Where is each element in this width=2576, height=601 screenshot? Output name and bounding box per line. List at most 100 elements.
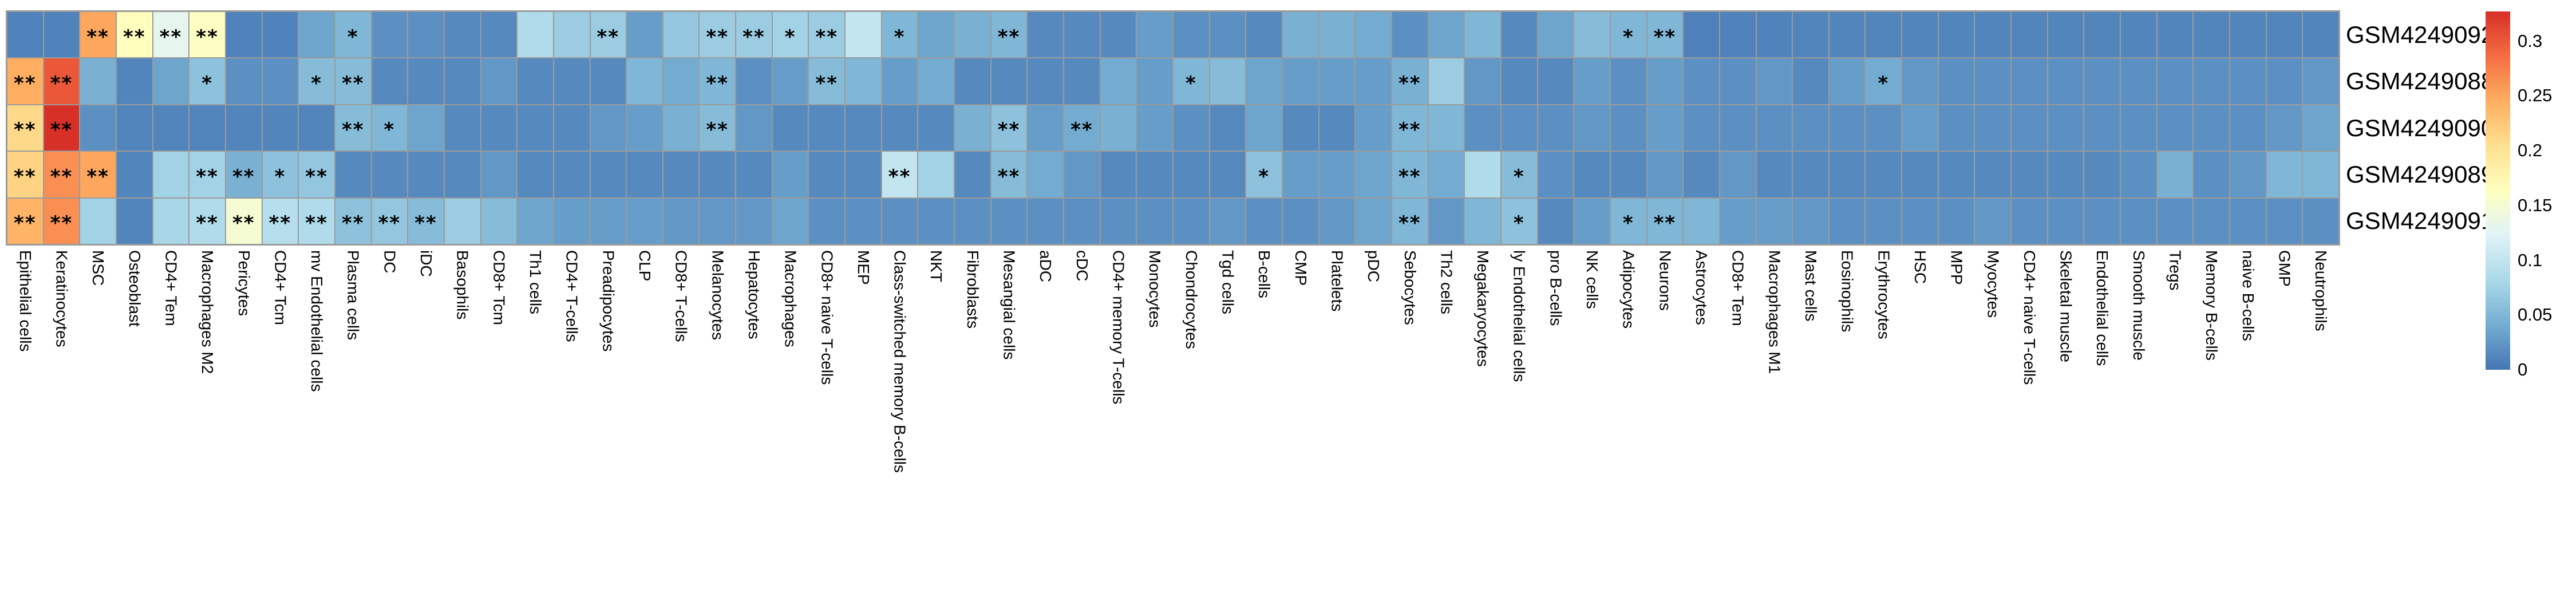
heatmap-cell xyxy=(517,198,553,244)
heatmap-cell xyxy=(1829,12,1865,58)
colorbar-tick-label: 0 xyxy=(2518,359,2528,379)
heatmap-cell xyxy=(1465,198,1500,244)
heatmap-cell xyxy=(1975,152,2011,197)
heatmap-cell xyxy=(700,152,736,197)
significance-marker: ** xyxy=(742,25,765,49)
significance-marker: ** xyxy=(378,212,401,235)
column-label: Memory B-cells xyxy=(2203,250,2221,361)
heatmap-cell xyxy=(1210,58,1246,104)
heatmap-cell xyxy=(80,58,116,104)
significance-marker: ** xyxy=(815,25,839,49)
heatmap-cell: ** xyxy=(7,198,43,244)
colorbar-tick-label: 0.2 xyxy=(2518,140,2543,161)
column-label: iDC xyxy=(417,250,436,277)
heatmap-cell xyxy=(846,105,881,151)
significance-marker: ** xyxy=(341,118,365,142)
heatmap-cell xyxy=(1246,58,1282,104)
column-label: Preadipocytes xyxy=(599,250,618,352)
heatmap-cell xyxy=(700,198,736,244)
significance-marker: ** xyxy=(159,25,183,49)
heatmap-cell xyxy=(590,198,626,244)
row-labels: GSM4249092 GSM4249088 GSM4249090 GSM4249089… xyxy=(2346,0,2529,258)
column-label: Pericytes xyxy=(235,250,253,317)
heatmap-cell xyxy=(1756,105,1792,151)
heatmap-cell xyxy=(116,58,152,104)
heatmap-cell xyxy=(1100,58,1136,104)
heatmap-cell xyxy=(2157,58,2193,104)
heatmap-cell xyxy=(372,152,408,197)
significance-marker: ** xyxy=(14,118,37,142)
heatmap-cell xyxy=(1356,12,1391,58)
heatmap-cell: ** xyxy=(153,12,189,58)
heatmap-cell: * xyxy=(372,105,408,151)
heatmap-cell xyxy=(262,58,298,104)
heatmap-cell xyxy=(1756,152,1792,197)
column-label: CD8+ Tem xyxy=(1729,250,1747,326)
heatmap-cell xyxy=(2012,198,2047,244)
column-label: CD8+ naive T-cells xyxy=(818,250,836,385)
heatmap-cell: ** xyxy=(80,12,116,58)
heatmap-cell xyxy=(1210,152,1246,197)
significance-marker: ** xyxy=(997,165,1021,188)
column-label: CMP xyxy=(1291,250,1310,286)
column-label: MPP xyxy=(1947,250,1966,285)
heatmap-cell xyxy=(1064,12,1100,58)
heatmap-cell xyxy=(1319,58,1355,104)
heatmap-cell xyxy=(116,152,152,197)
heatmap-cell: ** xyxy=(700,12,736,58)
colorbar-tick-label: 0.15 xyxy=(2518,195,2553,215)
heatmap-cell xyxy=(226,105,262,151)
heatmap-cell xyxy=(2194,12,2230,58)
heatmap-cell xyxy=(517,152,553,197)
heatmap-cell xyxy=(955,12,990,58)
column-label: GMP xyxy=(2275,250,2294,287)
column-label: MSC xyxy=(89,250,108,286)
heatmap-cell xyxy=(1574,12,1610,58)
heatmap-cell xyxy=(2303,58,2338,104)
column-label: MEP xyxy=(854,250,872,285)
heatmap-cell xyxy=(335,152,371,197)
heatmap-cell: ** xyxy=(991,105,1027,151)
heatmap-cell xyxy=(2121,198,2156,244)
column-label: Chondrocytes xyxy=(1182,250,1200,349)
column-label: Sebocytes xyxy=(1401,250,1419,325)
heatmap-cell xyxy=(1501,105,1537,151)
heatmap-cell: ** xyxy=(700,105,736,151)
significance-marker: ** xyxy=(596,25,620,49)
heatmap-cell xyxy=(1137,152,1172,197)
heatmap-cell xyxy=(736,198,772,244)
heatmap-cell xyxy=(1829,152,1865,197)
heatmap-cell: ** xyxy=(335,105,371,151)
significance-marker: ** xyxy=(232,212,255,235)
heatmap-cell: ** xyxy=(44,105,80,151)
heatmap-cell xyxy=(2157,105,2193,151)
heatmap-cell: ** xyxy=(262,198,298,244)
heatmap-cell: * xyxy=(262,152,298,197)
heatmap-cell: * xyxy=(1610,12,1646,58)
heatmap-cell xyxy=(1902,12,1938,58)
column-label: Basophils xyxy=(453,250,472,320)
heatmap-cell xyxy=(408,58,444,104)
heatmap-cell xyxy=(2012,58,2047,104)
heatmap-cell xyxy=(1282,105,1318,151)
heatmap-cell: ** xyxy=(991,152,1027,197)
column-label: CD8+ T-cells xyxy=(672,250,690,342)
heatmap-cell xyxy=(481,12,517,58)
heatmap-cell: ** xyxy=(7,152,43,197)
heatmap-cell xyxy=(1246,105,1282,151)
heatmap-cell: ** xyxy=(736,12,772,58)
heatmap-cell xyxy=(663,105,699,151)
heatmap-cell xyxy=(1866,105,1902,151)
heatmap-cell: * xyxy=(1610,198,1646,244)
heatmap-cell xyxy=(299,12,334,58)
significance-marker: ** xyxy=(1653,25,1677,49)
heatmap-cell xyxy=(955,105,990,151)
heatmap-cell xyxy=(2194,105,2230,151)
heatmap-cell xyxy=(2048,105,2084,151)
heatmap-cell xyxy=(772,105,808,151)
row-label: GSM4249090 xyxy=(2346,114,2495,141)
column-label: Macrophages xyxy=(781,250,800,347)
column-label: CD4+ Tcm xyxy=(271,250,290,325)
column-label: naive B-cells xyxy=(2239,250,2257,341)
column-label: Hepatocytes xyxy=(745,250,763,339)
